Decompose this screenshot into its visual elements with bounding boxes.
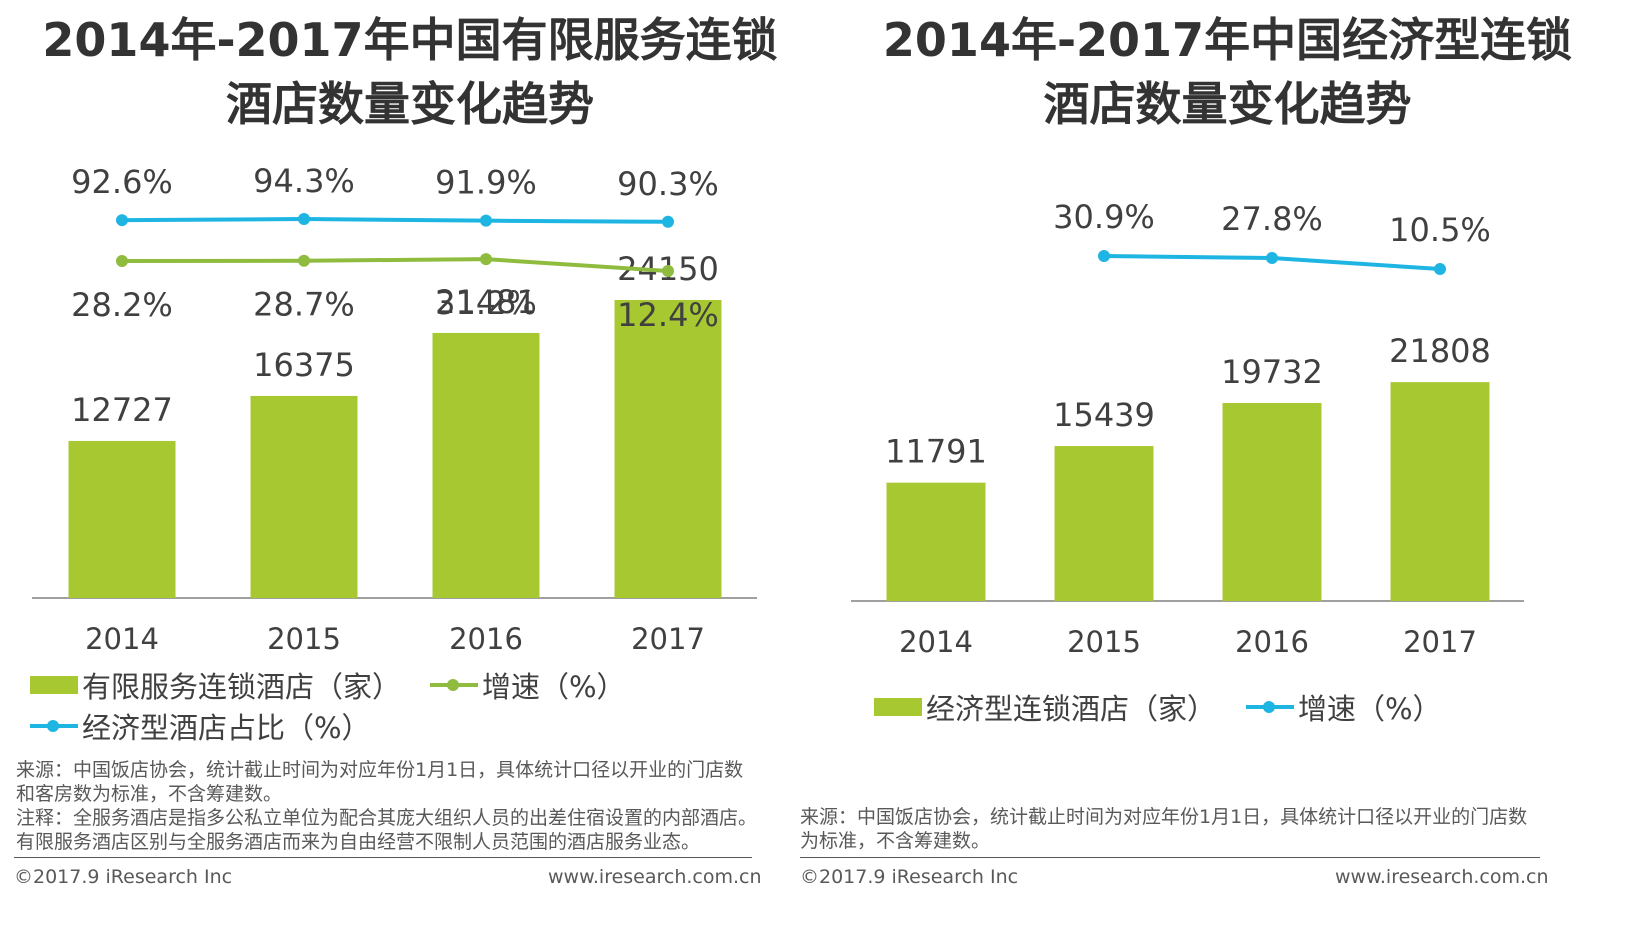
x-tick-label-2016: 2016 (449, 622, 523, 656)
share-point-2014 (116, 214, 128, 227)
growth-point-2016 (480, 253, 492, 266)
growth-point-2016 (1266, 251, 1278, 264)
bar-2015 (1054, 446, 1154, 601)
growth-point-2015 (1098, 250, 1110, 262)
x-tick-label-2017: 2017 (631, 622, 705, 656)
legend-growth-swatch (1246, 698, 1294, 716)
bar-2014 (886, 482, 986, 601)
legend-growth-label: 增速（%） (1298, 692, 1442, 726)
growth-line (121, 257, 669, 273)
legend-bar-label: 经济型连锁酒店（家） (926, 692, 1217, 726)
legend-growth-label: 增速（%） (482, 670, 626, 704)
bar-value-label-2014: 11791 (885, 433, 987, 471)
legend-bar-economy: 经济型连锁酒店（家） (874, 686, 1216, 728)
right-footer-divider (800, 857, 1540, 858)
growth-point-2017 (662, 265, 674, 277)
bar-value-label-2015: 16375 (253, 346, 355, 384)
legend-bar-limited-service: 有限服务连锁酒店（家） (30, 664, 401, 706)
bar-value-label-2017: 21808 (1389, 332, 1491, 370)
bar-2017 (614, 300, 722, 598)
right-chart-panel: 2014年-2017年中国经济型连锁 酒店数量变化趋势 11791 2014 154… (800, 0, 1635, 941)
legend-share-label: 经济型酒店占比（%） (82, 711, 371, 745)
x-tick-label-2015: 2015 (267, 622, 341, 656)
left-website-link[interactable]: www.iresearch.com.cn (548, 866, 762, 888)
growth-point-2015 (298, 254, 310, 267)
share-point-2015 (298, 213, 310, 225)
legend-share-swatch (30, 717, 78, 735)
x-tick-label-2017: 2017 (1403, 625, 1477, 659)
right-title-line1: 2014年-2017年中国经济型连锁 (882, 13, 1573, 67)
right-website-link[interactable]: www.iresearch.com.cn (1335, 866, 1549, 888)
legend-bar-swatch (30, 676, 78, 694)
legend-growth-swatch (430, 676, 478, 694)
legend-growth-line: 增速（%） (430, 664, 626, 706)
bar-value-label-2016: 19732 (1221, 353, 1323, 391)
right-chart-plot: 11791 2014 15439 2015 19732 2016 21808 2017 30.9… (851, 198, 1524, 659)
right-chart-title: 2014年-2017年中国经济型连锁 酒店数量变化趋势 (820, 8, 1635, 136)
share-point-2017 (662, 215, 674, 228)
legend-share-line: 经济型酒店占比（%） (30, 705, 371, 747)
x-tick-label-2014: 2014 (85, 622, 159, 656)
bar-2014 (68, 440, 176, 598)
legend-growth-line: 增速（%） (1246, 686, 1442, 728)
bar-2016 (432, 332, 540, 598)
note-line: 来源：中国饭店协会，统计截止时间为对应年份1月1日，具体统计口径以开业的门店数 (800, 806, 1528, 828)
growth-label-2014: 28.2% (71, 286, 173, 324)
bar-value-label-2014: 12727 (71, 391, 173, 429)
share-label-2015: 94.3% (253, 162, 355, 200)
growth-label-2017: 10.5% (1389, 211, 1491, 249)
left-source-notes: 来源：中国饭店协会，统计截止时间为对应年份1月1日，具体统计口径以开业的门店数 … (16, 758, 757, 854)
left-chart-panel: 2014年-2017年中国有限服务连锁 酒店数量变化趋势 12727 2014 16… (0, 8, 820, 888)
bar-2017 (1390, 382, 1490, 601)
note-line: 有限服务酒店区别与全服务酒店而来为自由经营不限制人员范围的酒店服务业态。 (16, 831, 701, 853)
note-line: 注释：全服务酒店是指多公私立单位为配合其庞大组织人员的出差住宿设置的内部酒店。 (16, 807, 758, 829)
x-tick-label-2016: 2016 (1235, 625, 1309, 659)
note-line: 和客房数为标准，不含筹建数。 (16, 783, 283, 805)
share-label-2017: 90.3% (617, 165, 719, 203)
growth-label-2016: 27.8% (1221, 200, 1323, 238)
right-source-notes: 来源：中国饭店协会，统计截止时间为对应年份1月1日，具体统计口径以开业的门店数 … (800, 805, 1527, 853)
bar-value-label-2015: 15439 (1053, 396, 1155, 434)
growth-label-2016: 31.2% (435, 284, 537, 322)
x-tick-label-2014: 2014 (899, 625, 973, 659)
legend-bar-swatch (874, 698, 922, 716)
right-title-line2: 酒店数量变化趋势 (1043, 77, 1412, 131)
share-line (121, 216, 669, 224)
growth-label-2015: 28.7% (253, 286, 355, 324)
bar-2015 (250, 395, 358, 598)
right-copyright: ©2017.9 iResearch Inc (800, 866, 1019, 888)
growth-point-2014 (116, 255, 128, 268)
growth-point-2017 (1434, 263, 1446, 276)
share-label-2016: 91.9% (435, 164, 537, 202)
growth-label-2017: 12.4% (617, 296, 719, 334)
share-label-2014: 92.6% (71, 163, 173, 201)
share-point-2016 (480, 214, 492, 227)
bar-2016 (1222, 402, 1322, 601)
left-chart-title: 2014年-2017年中国有限服务连锁 酒店数量变化趋势 (0, 8, 820, 136)
left-footer-divider (14, 857, 752, 858)
legend-bar-label: 有限服务连锁酒店（家） (82, 670, 402, 704)
left-copyright: ©2017.9 iResearch Inc (14, 866, 233, 888)
bar-value-label-2016: 21481 (435, 283, 537, 321)
x-tick-label-2015: 2015 (1067, 625, 1141, 659)
left-title-line2: 酒店数量变化趋势 (226, 77, 594, 131)
growth-label-2015: 30.9% (1053, 198, 1155, 236)
note-line: 为标准，不含筹建数。 (800, 830, 991, 852)
left-title-line1: 2014年-2017年中国有限服务连锁 (42, 13, 778, 67)
left-chart-plot: 12727201416375201521481201624150201792.6… (32, 162, 757, 656)
note-line: 来源：中国饭店协会，统计截止时间为对应年份1月1日，具体统计口径以开业的门店数 (16, 759, 744, 781)
